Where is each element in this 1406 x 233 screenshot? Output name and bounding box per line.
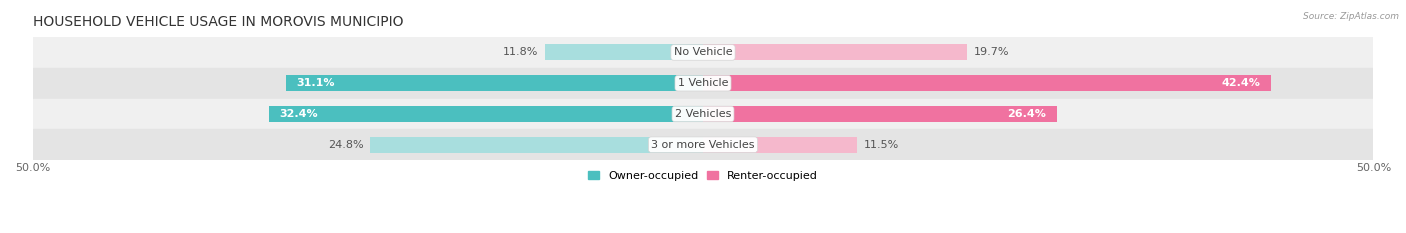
Bar xyxy=(703,137,858,153)
Text: 2 Vehicles: 2 Vehicles xyxy=(675,109,731,119)
Bar xyxy=(32,68,1374,99)
Text: 3 or more Vehicles: 3 or more Vehicles xyxy=(651,140,755,150)
Bar xyxy=(544,45,703,61)
Bar xyxy=(703,75,1271,91)
Text: 42.4%: 42.4% xyxy=(1222,78,1261,88)
Bar xyxy=(703,106,1057,122)
Bar xyxy=(32,129,1374,160)
Bar xyxy=(32,99,1374,129)
Text: 11.5%: 11.5% xyxy=(863,140,900,150)
Bar xyxy=(703,45,967,61)
Text: 11.8%: 11.8% xyxy=(503,48,538,58)
Legend: Owner-occupied, Renter-occupied: Owner-occupied, Renter-occupied xyxy=(583,166,823,185)
Text: Source: ZipAtlas.com: Source: ZipAtlas.com xyxy=(1303,12,1399,21)
Bar xyxy=(269,106,703,122)
Text: 32.4%: 32.4% xyxy=(280,109,318,119)
Text: 1 Vehicle: 1 Vehicle xyxy=(678,78,728,88)
Text: 26.4%: 26.4% xyxy=(1007,109,1046,119)
Text: 31.1%: 31.1% xyxy=(297,78,335,88)
Bar xyxy=(285,75,703,91)
Text: 24.8%: 24.8% xyxy=(328,140,364,150)
Text: 19.7%: 19.7% xyxy=(974,48,1010,58)
Bar xyxy=(32,37,1374,68)
Bar xyxy=(371,137,703,153)
Text: HOUSEHOLD VEHICLE USAGE IN MOROVIS MUNICIPIO: HOUSEHOLD VEHICLE USAGE IN MOROVIS MUNIC… xyxy=(32,15,404,29)
Text: No Vehicle: No Vehicle xyxy=(673,48,733,58)
